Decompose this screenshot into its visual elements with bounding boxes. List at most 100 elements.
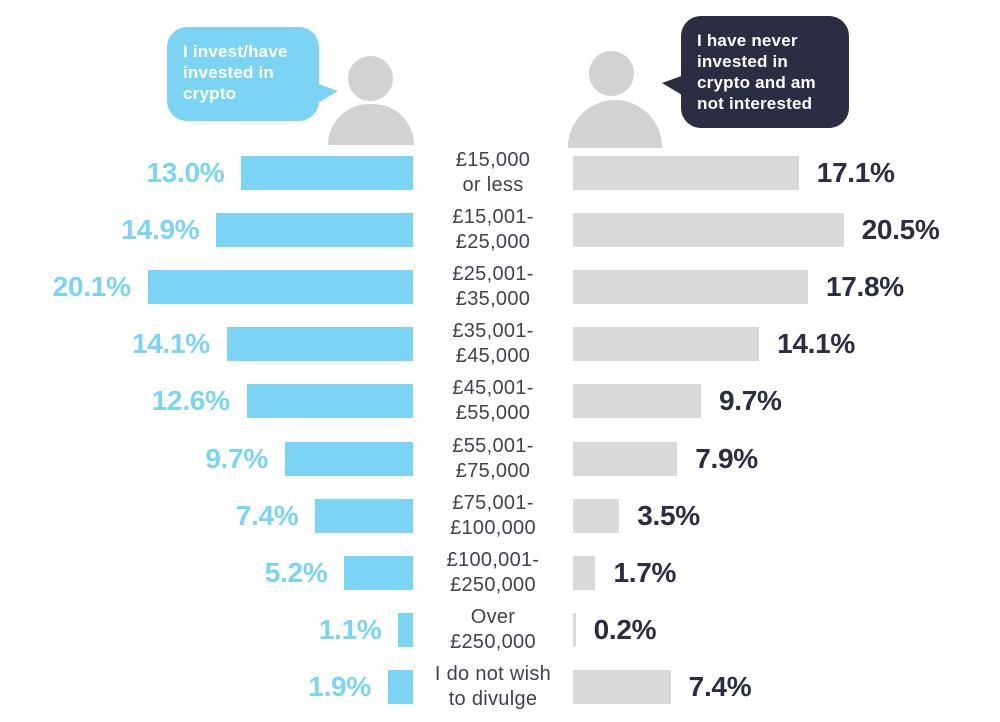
never-value-label: 1.7% <box>613 556 677 588</box>
income-bracket-label: £75,001- £100,000 <box>413 491 573 541</box>
invest-side: 1.1% <box>0 613 413 648</box>
invest-value-label: 13.0% <box>146 156 225 188</box>
invest-bar <box>284 441 413 476</box>
income-bracket-line1: £15,001- <box>452 205 534 228</box>
never-bar <box>573 384 702 419</box>
invest-bar <box>241 155 413 190</box>
invest-bar <box>246 384 413 419</box>
invest-bar <box>147 269 413 304</box>
income-bracket-line1: £55,001- <box>452 434 534 457</box>
person-never-head-icon <box>589 51 634 96</box>
never-bar <box>573 498 620 533</box>
invest-value-label: 9.7% <box>205 442 268 474</box>
legend-bubble-invest-text: I invest/have invested in crypto <box>183 42 288 103</box>
never-side: 7.4% <box>573 670 1000 705</box>
chart-row: 5.2% £100,001- £250,000 1.7% <box>0 544 1000 601</box>
income-bracket-label: I do not wish to divulge <box>413 662 573 712</box>
income-bracket-line2: £75,000 <box>455 459 531 482</box>
person-never-shoulders-icon <box>568 100 662 148</box>
invest-bar <box>344 555 413 590</box>
never-value-label: 20.5% <box>861 213 940 245</box>
income-bracket-label: £45,001- £55,000 <box>413 376 573 426</box>
never-bar <box>573 441 678 476</box>
income-bracket-label: £100,001- £250,000 <box>413 548 573 598</box>
invest-side: 14.9% <box>0 212 413 247</box>
never-side: 9.7% <box>573 384 1000 419</box>
invest-value-label: 7.4% <box>235 499 299 531</box>
income-bracket-line2: £55,000 <box>455 402 531 425</box>
chart-row: 14.1% £35,001- £45,000 14.1% <box>0 316 1000 373</box>
income-bracket-line2: £45,000 <box>455 345 531 368</box>
income-bracket-label: £15,000 or less <box>413 148 573 198</box>
never-side: 7.9% <box>573 441 1000 476</box>
never-side: 20.5% <box>573 212 1000 247</box>
never-side: 14.1% <box>573 327 1000 362</box>
invest-side: 9.7% <box>0 441 413 476</box>
never-side: 17.1% <box>573 155 1000 190</box>
legend-bubble-never: I have never invested in crypto and am n… <box>662 16 849 128</box>
never-side: 1.7% <box>573 555 1000 590</box>
invest-bar <box>216 212 413 247</box>
income-bracket-line1: £25,001- <box>452 262 534 285</box>
invest-side: 5.2% <box>0 555 413 590</box>
invest-side: 14.1% <box>0 327 413 362</box>
income-bracket-label: £35,001- £45,000 <box>413 319 573 369</box>
chart-rows: 13.0% £15,000 or less 17.1% 14.9% £15,00… <box>0 144 1000 716</box>
never-side: 17.8% <box>573 269 1000 304</box>
income-bracket-label: Over £250,000 <box>413 605 573 655</box>
income-bracket-label: £25,001- £35,000 <box>413 262 573 312</box>
invest-side: 20.1% <box>0 269 413 304</box>
never-side: 0.2% <box>573 613 1000 648</box>
never-bar <box>573 212 844 247</box>
invest-bar <box>398 613 413 648</box>
invest-value-label: 12.6% <box>151 385 230 417</box>
invest-bar <box>387 670 413 705</box>
chart-row: 20.1% £25,001- £35,000 17.8% <box>0 258 1000 315</box>
income-bracket-line1: £75,001- <box>452 491 534 514</box>
never-value-label: 9.7% <box>719 385 782 417</box>
income-bracket-line2: to divulge <box>448 688 538 711</box>
never-value-label: 14.1% <box>777 328 856 360</box>
chart-row: 12.6% £45,001- £55,000 9.7% <box>0 373 1000 430</box>
chart-row: 1.9% I do not wish to divulge 7.4% <box>0 659 1000 716</box>
never-value-label: 17.1% <box>816 156 895 188</box>
income-bracket-line2: £250,000 <box>450 631 536 654</box>
never-bar <box>573 555 596 590</box>
invest-value-label: 20.1% <box>52 270 131 302</box>
never-value-label: 7.9% <box>695 442 758 474</box>
income-bracket-label: £15,001- £25,000 <box>413 205 573 255</box>
invest-bar <box>315 498 413 533</box>
never-bar <box>573 327 760 362</box>
chart-row: 13.0% £15,000 or less 17.1% <box>0 144 1000 201</box>
never-value-label: 17.8% <box>825 270 904 302</box>
invest-value-label: 14.1% <box>131 328 210 360</box>
never-value-label: 0.2% <box>593 614 657 646</box>
person-invest-shoulders-icon <box>328 104 414 145</box>
income-bracket-line1: £100,001- <box>446 548 540 571</box>
invest-value-label: 5.2% <box>264 556 328 588</box>
never-bar <box>573 155 799 190</box>
income-bracket-line1: £45,001- <box>452 377 534 400</box>
income-bracket-line2: £100,000 <box>450 516 536 539</box>
chart-row: 1.1% Over £250,000 0.2% <box>0 602 1000 659</box>
legend-bubble-invest: I invest/have invested in crypto <box>167 27 338 121</box>
income-bracket-line1: I do not wish <box>434 663 552 686</box>
invest-side: 1.9% <box>0 670 413 705</box>
never-value-label: 3.5% <box>637 499 700 531</box>
invest-value-label: 1.1% <box>318 614 382 646</box>
invest-bar <box>226 327 413 362</box>
invest-side: 12.6% <box>0 384 413 419</box>
income-bracket-line2: or less <box>462 173 524 196</box>
income-bracket-line2: £250,000 <box>450 573 536 596</box>
invest-value-label: 1.9% <box>308 671 371 703</box>
never-bar <box>573 613 576 648</box>
income-bracket-line1: Over <box>470 606 516 629</box>
invest-value-label: 14.9% <box>121 213 200 245</box>
chart-row: 7.4% £75,001- £100,000 3.5% <box>0 487 1000 544</box>
income-bracket-line2: £25,000 <box>455 230 531 253</box>
invest-side: 13.0% <box>0 155 413 190</box>
never-side: 3.5% <box>573 498 1000 533</box>
never-bar <box>573 269 808 304</box>
income-bracket-label: £55,001- £75,000 <box>413 434 573 484</box>
